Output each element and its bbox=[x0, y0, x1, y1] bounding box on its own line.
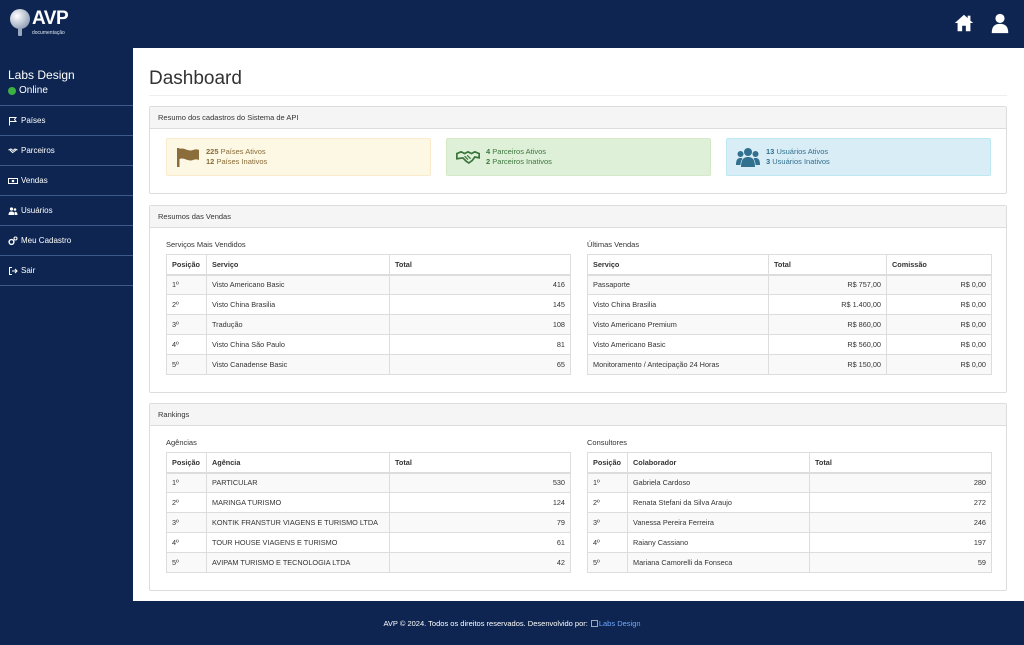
sidebar-item-vendas[interactable]: Vendas bbox=[0, 166, 133, 196]
sidebar-item-sair[interactable]: Sair bbox=[0, 256, 133, 286]
summary-panel-heading: Resumo dos cadastros do Sistema de API bbox=[150, 107, 1006, 129]
brand-name: AVP bbox=[32, 8, 69, 29]
consultants-table: Posição Colaborador Total 1º Gabriela Car… bbox=[587, 452, 992, 573]
table-row: 3º KONTIK FRANSTUR VIAGENS E TURISMO LTDA… bbox=[166, 512, 571, 533]
agencies-title: Agências bbox=[166, 438, 197, 447]
sidebar-item-meu-cadastro[interactable]: Meu Cadastro bbox=[0, 226, 133, 256]
sign-out-icon bbox=[8, 266, 18, 276]
summary-panel: Resumo dos cadastros do Sistema de API 2… bbox=[149, 106, 1007, 194]
table-row: 1º PARTICULAR 530 bbox=[166, 472, 571, 493]
users-icon bbox=[736, 147, 760, 167]
table-row: Visto China Brasilia R$ 1.400,00 R$ 0,00 bbox=[587, 294, 992, 315]
sidebar-item-usuarios[interactable]: Usuários bbox=[0, 196, 133, 226]
agencies-table: Posição Agência Total 1º PARTICULAR 530 2º… bbox=[166, 452, 571, 573]
column-header: Posição bbox=[166, 254, 207, 276]
money-icon bbox=[8, 176, 18, 186]
home-icon[interactable] bbox=[953, 12, 975, 34]
table-row: 4º Raiany Cassiano 197 bbox=[587, 532, 992, 553]
column-header: Total bbox=[389, 452, 571, 474]
column-header: Serviço bbox=[587, 254, 769, 276]
footer-link[interactable]: Labs Design bbox=[598, 618, 641, 628]
flag-icon bbox=[176, 147, 200, 167]
globe-icon bbox=[10, 9, 30, 29]
table-row: 1º Gabriela Cardoso 280 bbox=[587, 472, 992, 493]
top-services-table: Posição Serviço Total 1º Visto Americano … bbox=[166, 254, 571, 375]
table-row: Visto Americano Premium R$ 860,00 R$ 0,00 bbox=[587, 314, 992, 335]
column-header: Colaborador bbox=[627, 452, 810, 474]
column-header: Agência bbox=[206, 452, 390, 474]
sidebar: Labs Design Online Países Parceiros Vend… bbox=[0, 48, 133, 601]
table-row: 2º Visto China Brasilia 145 bbox=[166, 294, 571, 315]
rankings-panel-heading: Rankings bbox=[150, 404, 1006, 426]
avp-logo[interactable]: AVP documentação bbox=[10, 8, 72, 40]
table-row: Visto Americano Basic R$ 560,00 R$ 0,00 bbox=[587, 334, 992, 355]
title-divider bbox=[149, 95, 1007, 96]
column-header: Total bbox=[389, 254, 571, 276]
table-row: Monitoramento / Antecipação 24 Horas R$ 1… bbox=[587, 354, 992, 375]
table-row: 4º Visto China São Paulo 81 bbox=[166, 334, 571, 355]
partners-stat-card: 4 Parceiros Ativos 2 Parceiros Inativos bbox=[446, 138, 711, 176]
table-row: 3º Vanessa Pereira Ferreira 246 bbox=[587, 512, 992, 533]
table-row: 4º TOUR HOUSE VIAGENS E TURISMO 61 bbox=[166, 532, 571, 553]
table-row: Passaporte R$ 757,00 R$ 0,00 bbox=[587, 274, 992, 295]
recent-sales-title: Últimas Vendas bbox=[587, 240, 640, 249]
page-title: Dashboard bbox=[149, 68, 242, 89]
sales-panel-heading: Resumos das Vendas bbox=[150, 206, 1006, 228]
column-header: Total bbox=[768, 254, 887, 276]
sales-panel: Resumos das Vendas Serviços Mais Vendido… bbox=[149, 205, 1007, 393]
flag-icon bbox=[8, 116, 18, 126]
table-row: 5º Mariana Camorelli da Fonseca 59 bbox=[587, 552, 992, 573]
countries-stat-card: 225 Países Ativos 12 Países Inativos bbox=[166, 138, 431, 176]
footer-text: AVP © 2024. Todos os direitos reservados… bbox=[383, 618, 588, 628]
user-icon[interactable] bbox=[989, 12, 1011, 34]
column-header: Total bbox=[809, 452, 992, 474]
table-row: 2º MARINGA TURISMO 124 bbox=[166, 492, 571, 513]
cogs-icon bbox=[8, 235, 18, 246]
top-bar: AVP documentação bbox=[0, 0, 1024, 48]
consultants-title: Consultores bbox=[587, 438, 628, 447]
rankings-panel: Rankings Agências Posição Agência Total … bbox=[149, 403, 1007, 591]
table-row: 5º Visto Canadense Basic 65 bbox=[166, 354, 571, 375]
broken-image-icon bbox=[590, 619, 598, 627]
handshake-icon bbox=[456, 147, 480, 167]
online-dot-icon bbox=[8, 86, 16, 95]
handshake-icon bbox=[8, 146, 18, 156]
column-header: Comissão bbox=[886, 254, 992, 276]
users-stat-card: 13 Usuários Ativos 3 Usuários Inativos bbox=[726, 138, 991, 176]
table-row: 3º Tradução 108 bbox=[166, 314, 571, 335]
column-header: Serviço bbox=[206, 254, 390, 276]
user-name: Labs Design bbox=[8, 68, 75, 82]
sidebar-item-parceiros[interactable]: Parceiros bbox=[0, 136, 133, 166]
column-header: Posição bbox=[166, 452, 207, 474]
table-row: 5º AVIPAM TURISMO E TECNOLOGIA LTDA 42 bbox=[166, 552, 571, 573]
top-services-title: Serviços Mais Vendidos bbox=[166, 240, 246, 249]
user-status: Online bbox=[8, 85, 133, 96]
sidebar-item-paises[interactable]: Países bbox=[0, 106, 133, 136]
table-row: 2º Renata Stefani da Silva Araujo 272 bbox=[587, 492, 992, 513]
footer: AVP © 2024. Todos os direitos reservados… bbox=[0, 601, 1024, 645]
table-row: 1º Visto Americano Basic 416 bbox=[166, 274, 571, 295]
main-content: Dashboard Resumo dos cadastros do Sistem… bbox=[133, 48, 1024, 601]
brand-subtitle: documentação bbox=[32, 30, 65, 36]
users-icon bbox=[8, 206, 18, 216]
recent-sales-table: Serviço Total Comissão Passaporte R$ 757,… bbox=[587, 254, 992, 375]
column-header: Posição bbox=[587, 452, 628, 474]
sidebar-user: Labs Design Online bbox=[0, 48, 133, 106]
